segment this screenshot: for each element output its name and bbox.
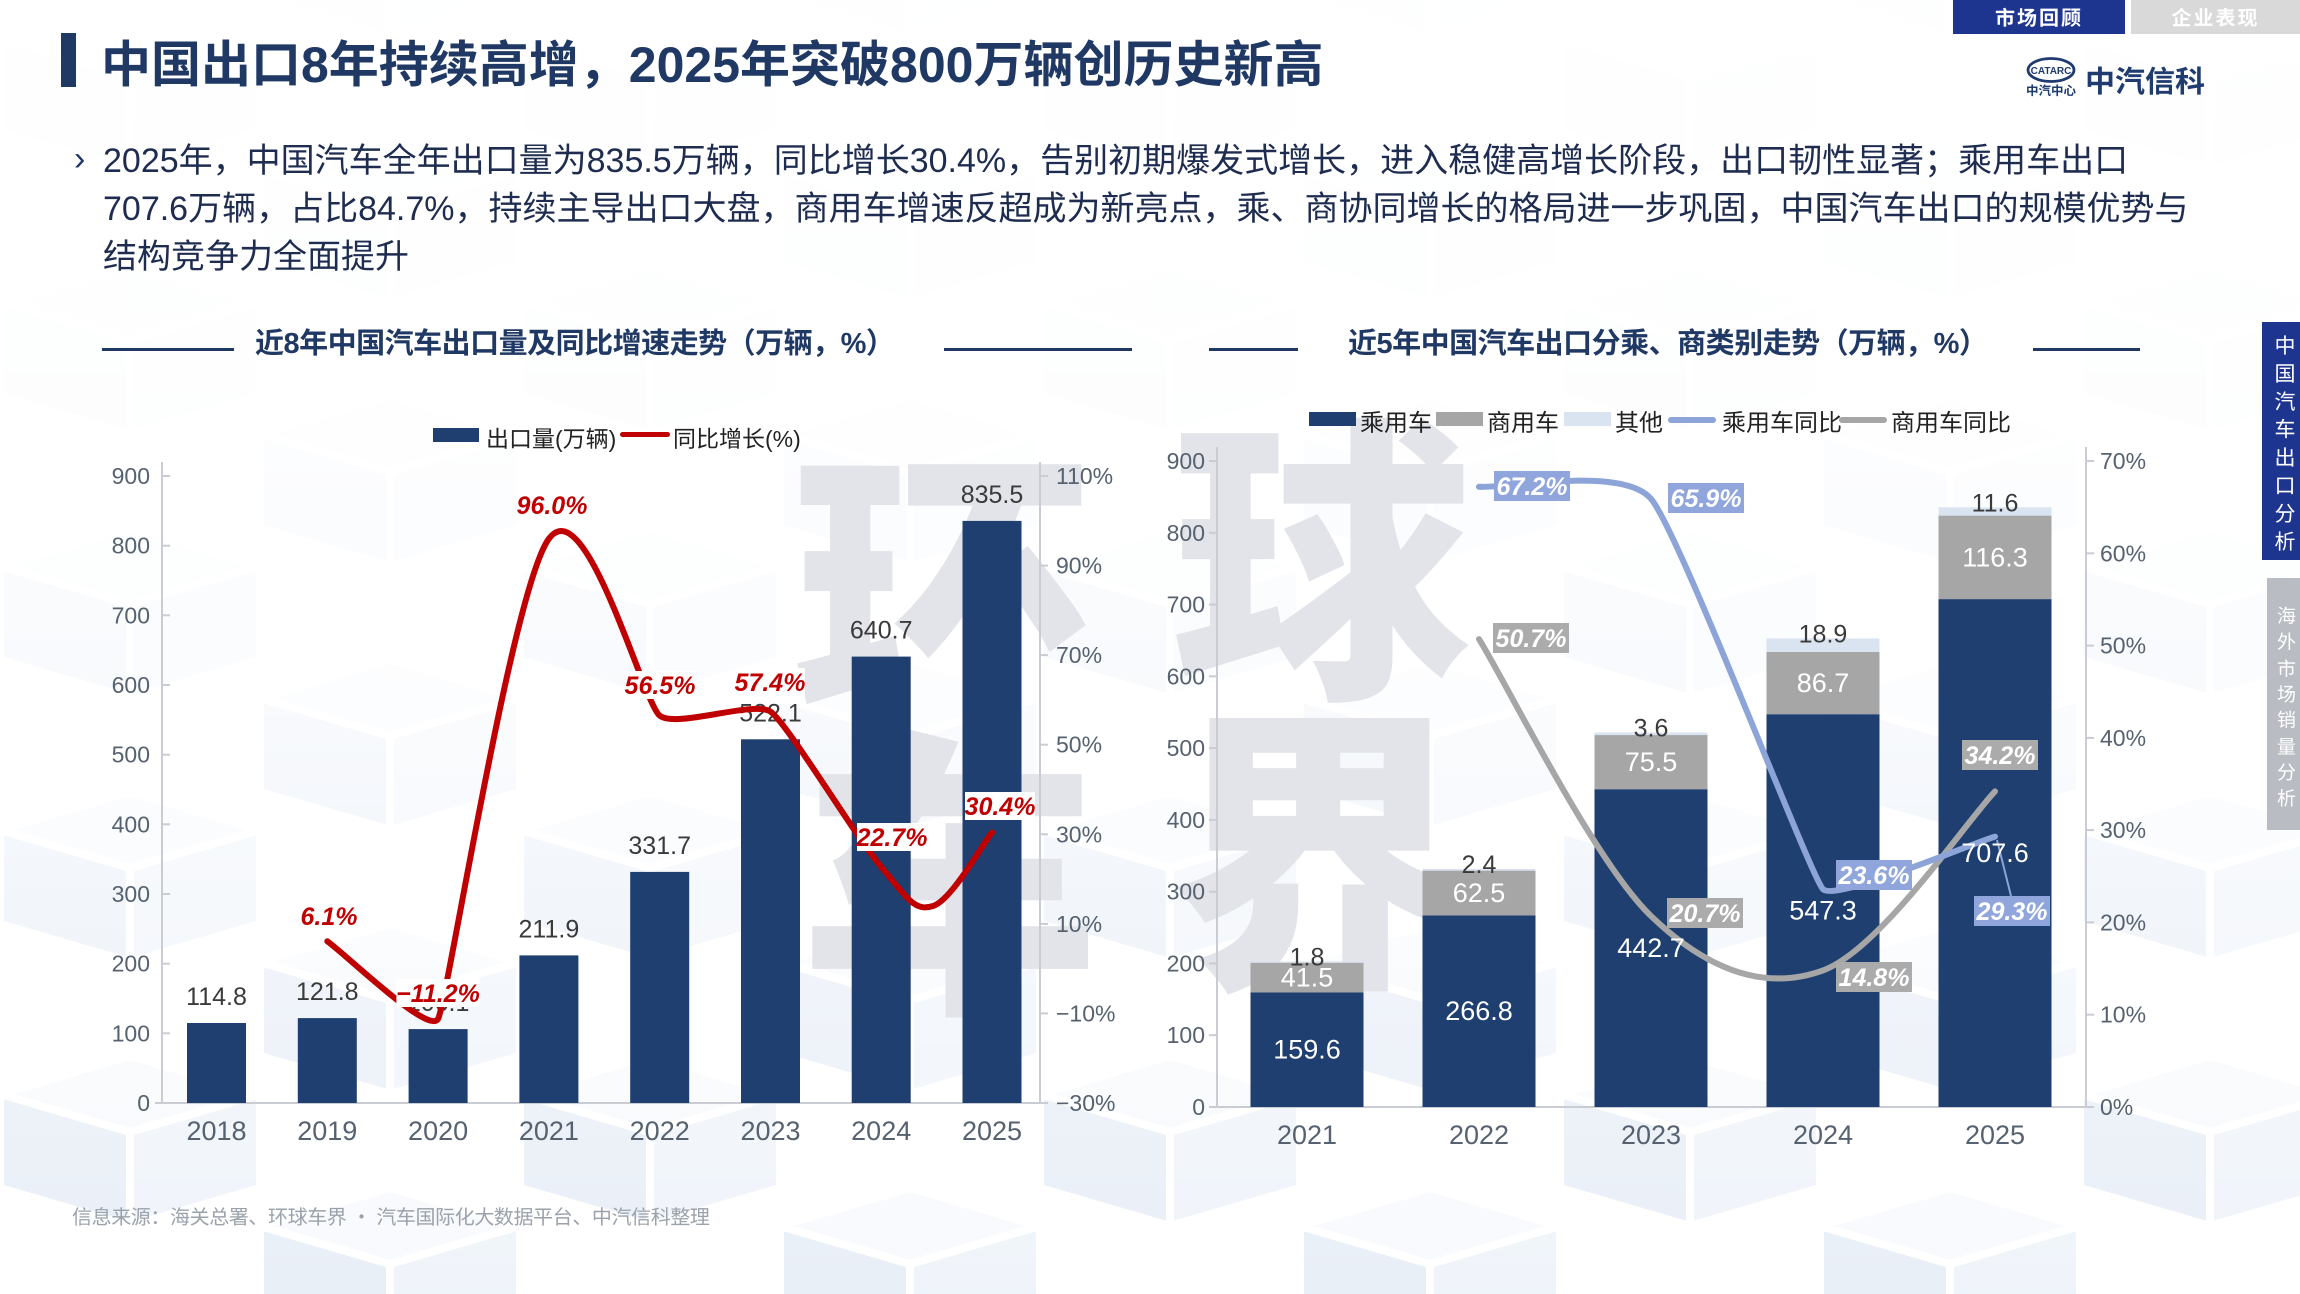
- svg-text:110%: 110%: [1056, 463, 1113, 489]
- svg-text:2019: 2019: [297, 1116, 357, 1146]
- svg-text:331.7: 331.7: [628, 832, 691, 860]
- svg-text:114.8: 114.8: [186, 983, 247, 1011]
- svg-text:0: 0: [137, 1090, 150, 1116]
- svg-text:700: 700: [112, 602, 150, 628]
- svg-text:116.3: 116.3: [1962, 542, 2028, 572]
- svg-text:100: 100: [112, 1020, 150, 1046]
- svg-text:90%: 90%: [1056, 553, 1102, 579]
- svg-text:300: 300: [1167, 879, 1205, 905]
- svg-text:−30%: −30%: [1056, 1090, 1115, 1116]
- svg-text:65.9%: 65.9%: [1671, 485, 1742, 513]
- svg-text:56.5%: 56.5%: [625, 672, 696, 700]
- svg-text:900: 900: [112, 463, 150, 489]
- svg-text:34.2%: 34.2%: [1965, 742, 2036, 770]
- svg-text:18.9: 18.9: [1799, 620, 1848, 648]
- svg-text:40%: 40%: [2100, 725, 2146, 751]
- svg-text:CATARC: CATARC: [2031, 66, 2072, 77]
- svg-text:2021: 2021: [519, 1116, 579, 1146]
- svg-text:86.7: 86.7: [1797, 668, 1850, 698]
- svg-text:20%: 20%: [2100, 909, 2146, 935]
- svg-text:30%: 30%: [2100, 817, 2146, 843]
- svg-text:50%: 50%: [2100, 633, 2146, 659]
- svg-text:200: 200: [1167, 950, 1205, 976]
- svg-text:6.1%: 6.1%: [301, 903, 358, 931]
- svg-text:22.7%: 22.7%: [856, 824, 928, 852]
- svg-text:835.5: 835.5: [961, 481, 1024, 509]
- svg-text:29.3%: 29.3%: [1976, 898, 2048, 926]
- svg-text:200: 200: [112, 951, 150, 977]
- svg-text:50%: 50%: [1056, 732, 1102, 758]
- svg-text:547.3: 547.3: [1789, 896, 1857, 926]
- svg-text:20.7%: 20.7%: [1669, 900, 1741, 928]
- svg-text:707.6: 707.6: [1961, 838, 2029, 868]
- svg-text:100: 100: [1167, 1022, 1205, 1048]
- svg-text:266.8: 266.8: [1445, 996, 1513, 1026]
- svg-text:2022: 2022: [1449, 1120, 1509, 1150]
- svg-text:159.6: 159.6: [1273, 1035, 1341, 1065]
- svg-text:11.6: 11.6: [1972, 489, 2019, 517]
- svg-text:600: 600: [1167, 663, 1205, 689]
- svg-text:50.7%: 50.7%: [1496, 625, 1567, 653]
- svg-text:70%: 70%: [2100, 448, 2146, 474]
- svg-text:800: 800: [112, 533, 150, 559]
- svg-text:442.7: 442.7: [1617, 933, 1685, 963]
- svg-text:3.6: 3.6: [1634, 715, 1669, 743]
- svg-text:57.4%: 57.4%: [735, 669, 806, 697]
- svg-text:700: 700: [1167, 592, 1205, 618]
- svg-text:23.6%: 23.6%: [1838, 862, 1910, 890]
- svg-text:640.7: 640.7: [850, 617, 913, 645]
- svg-text:−10%: −10%: [1056, 1000, 1115, 1026]
- svg-text:1.8: 1.8: [1290, 943, 1325, 971]
- svg-text:500: 500: [1167, 735, 1205, 761]
- svg-text:30%: 30%: [1056, 821, 1102, 847]
- svg-text:0%: 0%: [2100, 1094, 2133, 1120]
- svg-text:67.2%: 67.2%: [1497, 473, 1568, 501]
- svg-text:62.5: 62.5: [1453, 878, 1506, 908]
- svg-text:400: 400: [112, 811, 150, 837]
- svg-text:75.5: 75.5: [1625, 747, 1678, 777]
- svg-text:14.8%: 14.8%: [1839, 964, 1910, 992]
- svg-text:300: 300: [112, 881, 150, 907]
- svg-text:96.0%: 96.0%: [517, 492, 588, 520]
- svg-text:30.4%: 30.4%: [965, 793, 1036, 821]
- svg-text:600: 600: [112, 672, 150, 698]
- svg-text:10%: 10%: [1056, 911, 1102, 937]
- svg-text:2025: 2025: [962, 1116, 1022, 1146]
- svg-text:2.4: 2.4: [1462, 851, 1497, 879]
- svg-text:2023: 2023: [740, 1116, 800, 1146]
- svg-text:400: 400: [1167, 807, 1205, 833]
- svg-text:70%: 70%: [1056, 642, 1102, 668]
- svg-text:121.8: 121.8: [296, 978, 359, 1006]
- svg-text:2018: 2018: [186, 1116, 246, 1146]
- svg-text:900: 900: [1167, 448, 1205, 474]
- svg-text:800: 800: [1167, 520, 1205, 546]
- svg-text:0: 0: [1192, 1094, 1205, 1120]
- svg-text:2025: 2025: [1965, 1120, 2025, 1150]
- svg-text:2020: 2020: [408, 1116, 468, 1146]
- svg-text:2022: 2022: [630, 1116, 690, 1146]
- svg-text:2024: 2024: [1793, 1120, 1853, 1150]
- svg-text:2023: 2023: [1621, 1120, 1681, 1150]
- svg-text:500: 500: [112, 742, 150, 768]
- svg-text:10%: 10%: [2100, 1002, 2146, 1028]
- svg-text:2021: 2021: [1277, 1120, 1337, 1150]
- svg-text:211.9: 211.9: [519, 915, 580, 943]
- svg-text:−11.2%: −11.2%: [396, 980, 480, 1008]
- svg-text:41.5: 41.5: [1281, 963, 1334, 993]
- svg-text:60%: 60%: [2100, 540, 2146, 566]
- svg-text:2024: 2024: [851, 1116, 911, 1146]
